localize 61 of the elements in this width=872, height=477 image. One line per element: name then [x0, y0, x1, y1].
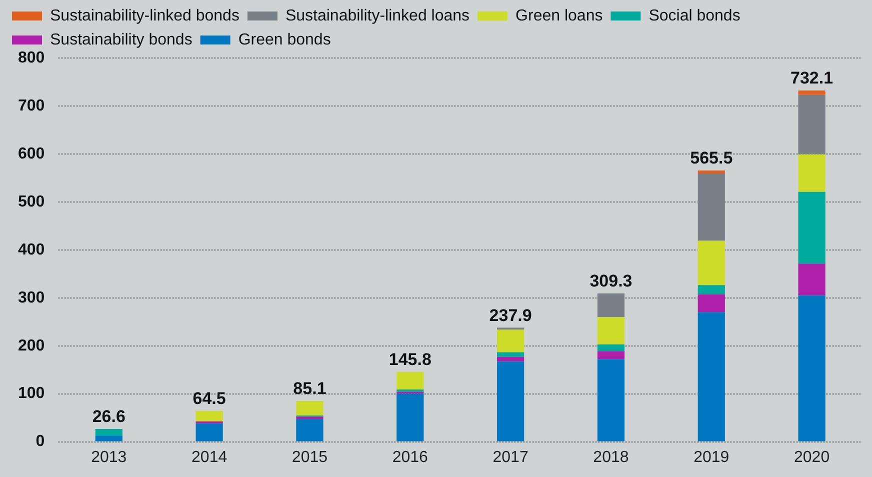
bar — [497, 356, 524, 362]
total-label: 309.3 — [590, 272, 632, 291]
total-label: 237.9 — [489, 306, 532, 325]
bar — [597, 344, 625, 352]
x-tick-label: 2019 — [694, 448, 730, 466]
bar — [597, 351, 625, 360]
x-tick-label: 2013 — [91, 448, 127, 466]
x-tick-label: 2014 — [192, 448, 228, 466]
bar — [196, 410, 223, 422]
bar — [698, 170, 725, 174]
y-tick-label: 300 — [18, 289, 45, 306]
x-tick-label: 2016 — [392, 448, 428, 466]
bar — [597, 293, 625, 318]
x-tick-label: 2018 — [593, 448, 629, 466]
total-label: 565.5 — [690, 148, 733, 168]
bar — [698, 285, 725, 294]
total-label: 145.8 — [388, 350, 432, 370]
x-tick-label: 2020 — [794, 448, 830, 466]
y-tick-label: 600 — [18, 145, 45, 162]
y-tick-label: 800 — [18, 49, 45, 66]
legend-label: Green bonds — [238, 31, 331, 48]
bar — [798, 154, 826, 192]
bar — [497, 361, 524, 442]
x-tick-label: 2017 — [492, 448, 528, 466]
bar — [597, 317, 625, 344]
total-label: 732.1 — [790, 68, 834, 88]
y-tick-label: 700 — [18, 97, 45, 114]
bar — [497, 352, 524, 357]
legend-label: Green loans — [516, 7, 603, 24]
y-tick-label: 400 — [18, 241, 45, 258]
bar — [698, 312, 725, 442]
bar — [698, 240, 725, 286]
bar — [798, 192, 826, 264]
y-tick-label: 100 — [18, 385, 45, 402]
x-tick-label: 2015 — [292, 448, 328, 466]
total-label: 26.6 — [92, 407, 126, 426]
bar — [798, 90, 826, 95]
total-label: 85.1 — [293, 379, 326, 398]
bar — [798, 295, 826, 442]
bar — [798, 264, 826, 296]
legend-label: Sustainability-linked loans — [285, 7, 470, 24]
y-tick-label: 500 — [18, 193, 45, 210]
legend-label: Sustainability-linked bonds — [50, 7, 240, 24]
legend-label: Sustainability bonds — [50, 31, 192, 48]
bar — [196, 423, 223, 442]
bar — [396, 372, 424, 390]
y-tick-label: 0 — [36, 433, 45, 450]
bar — [497, 330, 524, 352]
legend-label: Social bonds — [648, 7, 740, 24]
bar — [296, 400, 324, 416]
bar — [95, 429, 122, 436]
bar — [698, 174, 725, 241]
bar — [296, 419, 324, 442]
bar — [296, 416, 324, 420]
bar — [95, 436, 122, 442]
y-tick-label: 200 — [18, 337, 45, 354]
bar — [396, 394, 424, 442]
bar — [698, 294, 725, 312]
bar — [798, 94, 826, 154]
total-label: 64.5 — [192, 389, 226, 408]
bar — [597, 359, 625, 442]
